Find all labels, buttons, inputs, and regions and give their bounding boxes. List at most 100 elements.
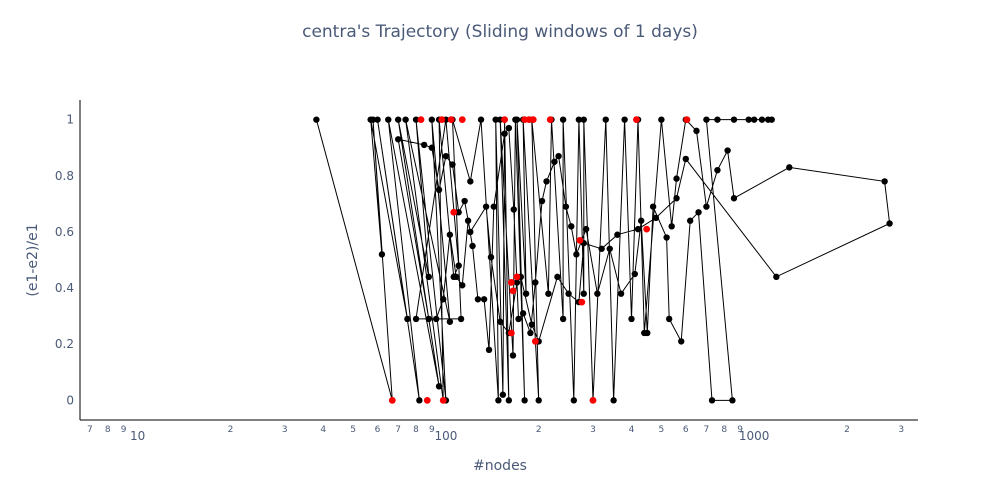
data-point <box>412 116 420 123</box>
y-axis-title: (e1-e2)/e1 <box>25 223 41 296</box>
data-point <box>435 383 443 390</box>
data-point <box>425 315 433 323</box>
data-point <box>515 315 522 323</box>
highlight-point <box>643 225 651 233</box>
data-point <box>668 223 675 230</box>
trajectory-line <box>315 118 891 401</box>
data-point <box>459 282 466 289</box>
data-point <box>464 217 472 224</box>
highlight-point <box>417 116 425 124</box>
data-point <box>492 116 499 123</box>
data-point <box>565 290 572 297</box>
data-point <box>433 315 440 323</box>
data-point <box>474 296 482 303</box>
data-point <box>631 270 639 278</box>
x-minor-tick-label: 6 <box>375 425 381 435</box>
data-point <box>714 166 721 174</box>
data-point <box>535 397 542 404</box>
data-point <box>428 144 436 151</box>
highlight-point <box>438 116 446 124</box>
data-point <box>513 279 521 286</box>
data-point <box>482 203 490 210</box>
data-point <box>575 116 583 123</box>
data-point <box>435 186 443 194</box>
x-tick-label: 1000 <box>739 429 770 443</box>
data-point <box>527 329 534 337</box>
data-point <box>658 116 665 123</box>
x-minor-tick-label: 4 <box>629 425 635 435</box>
data-point <box>682 155 689 163</box>
highlight-point <box>513 273 521 281</box>
x-minor-tick-label: 2 <box>228 425 234 435</box>
data-point <box>637 217 645 224</box>
y-tick-label: 0 <box>66 393 74 407</box>
data-point <box>773 273 780 281</box>
data-point <box>582 225 590 233</box>
data-point <box>714 116 721 123</box>
y-tick-label: 0.2 <box>55 337 74 351</box>
x-minor-tick-label: 8 <box>105 425 111 435</box>
data-point <box>703 116 710 123</box>
x-minor-tick-label: 7 <box>87 425 93 435</box>
data-point <box>374 116 381 123</box>
data-point <box>686 217 694 224</box>
data-point <box>480 296 488 303</box>
data-point <box>644 329 651 337</box>
highlight-point <box>529 116 537 124</box>
data-point <box>758 116 766 123</box>
x-minor-tick-label: 8 <box>413 425 419 435</box>
data-point <box>455 209 462 216</box>
highlight-point <box>576 236 584 244</box>
data-point <box>886 220 893 227</box>
data-point <box>555 152 562 160</box>
data-point <box>495 397 502 404</box>
chart-title: centra's Trajectory (Sliding windows of … <box>302 22 698 42</box>
y-tick-label: 0.6 <box>55 225 74 239</box>
data-point <box>730 195 738 202</box>
data-point <box>497 318 504 325</box>
data-point <box>522 290 530 297</box>
data-point <box>559 116 567 123</box>
y-tick-label: 0.4 <box>55 281 74 295</box>
data-point <box>505 124 513 132</box>
highlight-point <box>388 396 396 404</box>
data-point <box>570 397 578 404</box>
x-minor-tick-label: 3 <box>282 425 288 435</box>
y-tick-label: 0.8 <box>55 169 74 183</box>
data-point <box>378 251 386 258</box>
data-point <box>562 203 570 210</box>
data-point <box>652 214 660 222</box>
x-minor-tick-label: 2 <box>536 425 542 435</box>
x-minor-tick-label: 6 <box>683 425 689 435</box>
highlight-point <box>507 279 515 286</box>
data-point <box>442 152 450 160</box>
x-minor-tick-label: 5 <box>659 425 665 435</box>
data-point <box>559 315 567 323</box>
data-point <box>446 231 454 238</box>
data-point <box>412 315 420 323</box>
data-point <box>693 127 700 135</box>
data-point <box>598 245 605 252</box>
data-point <box>485 346 493 354</box>
x-minor-tick-label: 7 <box>704 425 710 435</box>
data-point <box>602 116 609 123</box>
data-point <box>467 178 474 185</box>
data-point <box>580 116 587 123</box>
x-minor-tick-label: 9 <box>429 425 435 435</box>
data-point <box>538 197 546 205</box>
x-minor-tick-label: 5 <box>350 425 356 435</box>
data-point <box>457 315 465 323</box>
x-minor-tick-label: 7 <box>395 425 401 435</box>
data-point <box>513 116 521 123</box>
x-axis-title: #nodes <box>473 458 527 474</box>
x-minor-tick-label: 9 <box>737 425 743 435</box>
x-minor-tick-label: 4 <box>320 425 326 435</box>
data-point <box>425 273 433 281</box>
highlight-point <box>683 116 691 124</box>
data-point <box>673 175 680 182</box>
highlight-point <box>450 208 458 216</box>
data-point <box>440 296 447 303</box>
data-point <box>469 242 476 250</box>
